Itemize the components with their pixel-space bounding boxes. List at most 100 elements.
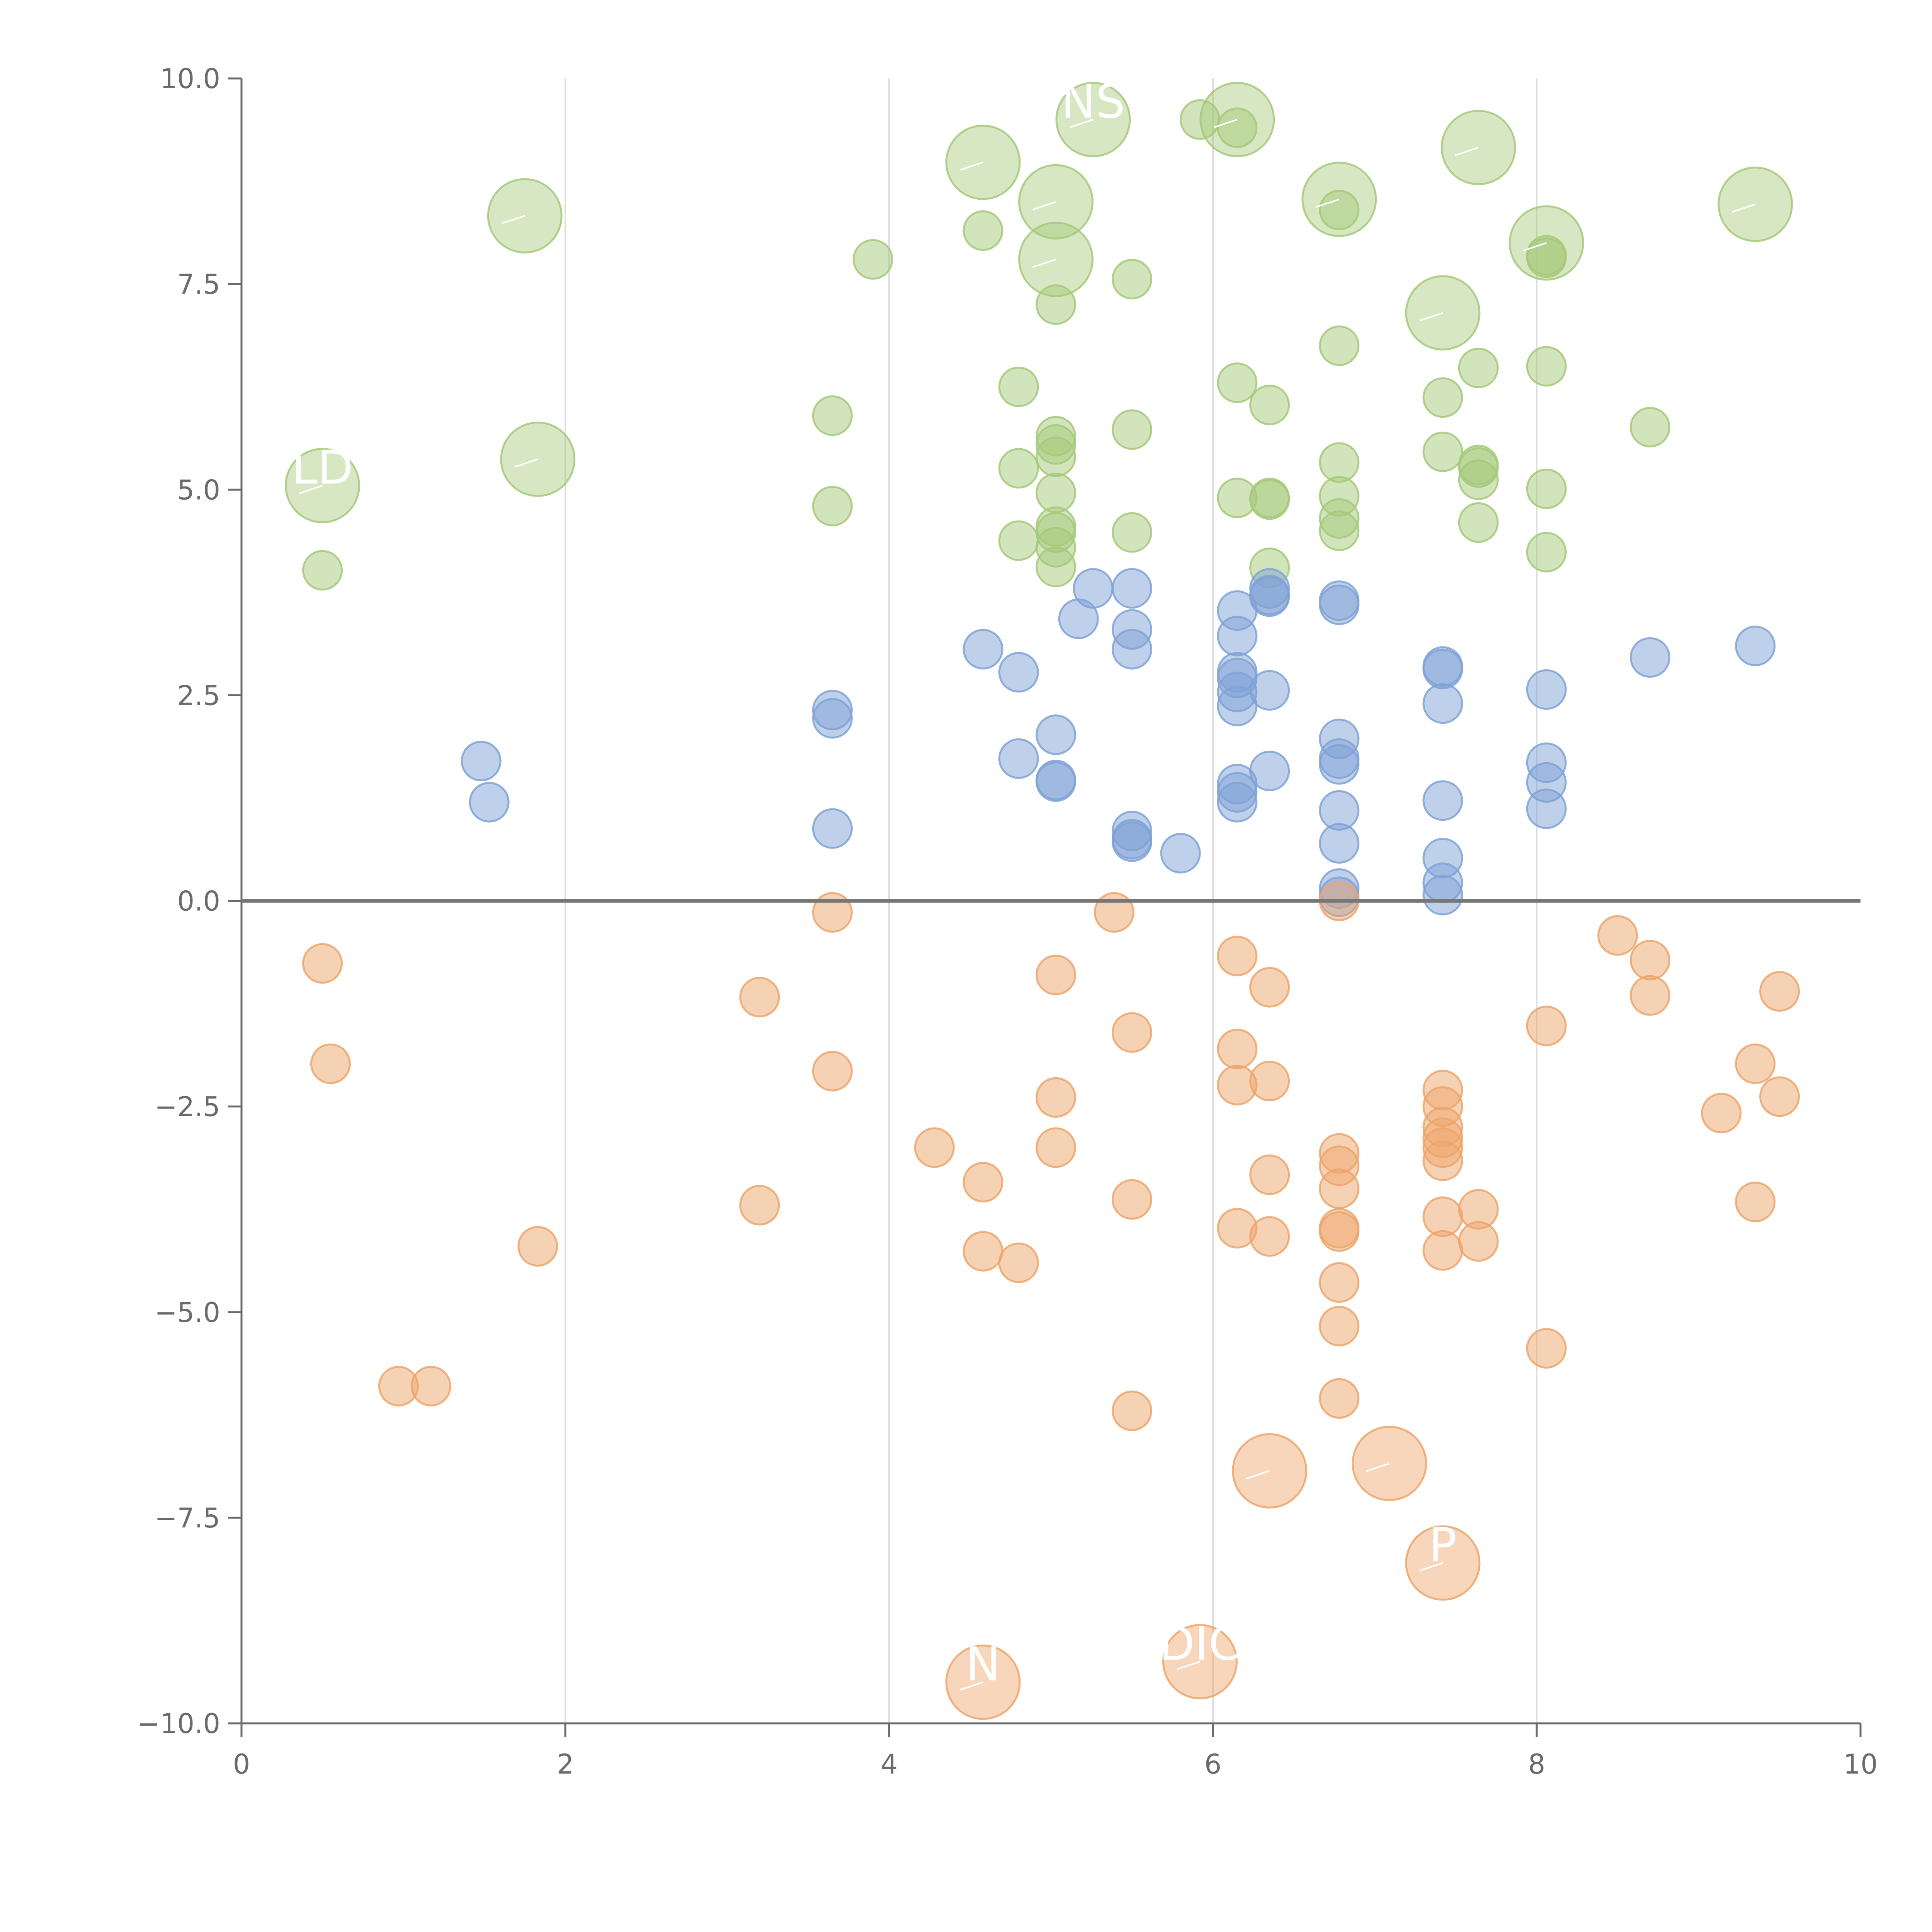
green-point xyxy=(1036,436,1077,477)
orange-point xyxy=(812,1051,853,1092)
blue-point xyxy=(1112,821,1152,862)
blue-point xyxy=(812,808,853,849)
orange-point xyxy=(1735,1043,1776,1084)
x-tick-label: 10 xyxy=(1843,1748,1878,1780)
bubble-leader-line xyxy=(1176,1661,1201,1670)
orange-point xyxy=(1249,967,1290,1008)
orange-point xyxy=(410,1366,451,1406)
labeled-bubble-layer: LD NS P N DIC xyxy=(285,75,1793,1720)
bubble-label: LD xyxy=(292,441,353,495)
bubble-leader-line xyxy=(1070,119,1094,128)
orange-point xyxy=(1319,1168,1360,1209)
orange-point xyxy=(1629,975,1670,1016)
blue-point xyxy=(812,698,853,739)
orange-point xyxy=(1112,1179,1152,1220)
blue-point xyxy=(1073,568,1114,609)
blue-point xyxy=(1319,823,1360,864)
orange-point xyxy=(1526,1328,1567,1369)
orange-point xyxy=(1094,892,1134,933)
x-tick-label: 0 xyxy=(233,1748,250,1780)
y-tick-label: 10.0 xyxy=(160,63,220,95)
orange-point xyxy=(739,1185,780,1226)
blue-point xyxy=(1217,685,1258,726)
blue-point xyxy=(1422,683,1463,724)
bubble-leader-line xyxy=(1246,1470,1270,1480)
green-point xyxy=(1458,459,1499,500)
orange-point xyxy=(1319,1306,1360,1347)
y-tick-label: 5.0 xyxy=(177,474,220,506)
green-point xyxy=(1422,377,1463,418)
orange-point xyxy=(1319,1262,1360,1303)
bubble-leader-line xyxy=(299,485,323,494)
orange-point xyxy=(1759,1076,1800,1117)
blue-point xyxy=(1249,576,1290,617)
x-tick-label: 4 xyxy=(881,1748,898,1780)
blue-point xyxy=(1526,788,1567,829)
blue-point xyxy=(461,741,502,782)
bubble-leader-line xyxy=(1732,203,1756,213)
blue-point xyxy=(1217,782,1258,823)
blue-point xyxy=(1422,875,1463,916)
orange-point xyxy=(1629,940,1670,981)
blue-point xyxy=(1036,714,1077,755)
blue-point xyxy=(1319,584,1360,625)
orange-point xyxy=(1249,1061,1290,1102)
blue-point xyxy=(1249,670,1290,711)
orange-point xyxy=(517,1226,558,1267)
green-point xyxy=(1112,512,1152,553)
blue-point xyxy=(1319,744,1360,785)
blue-point xyxy=(1422,648,1463,689)
orange-point xyxy=(963,1162,1003,1202)
green-point xyxy=(1036,546,1077,587)
blue-point xyxy=(1735,626,1776,667)
orange-point xyxy=(914,1127,955,1168)
orange-point xyxy=(812,892,853,933)
blue-point xyxy=(1526,669,1567,710)
green-point xyxy=(1422,431,1463,472)
bubble-leader-line xyxy=(514,458,538,468)
orange-point xyxy=(1036,954,1077,995)
bubble-leader-line xyxy=(1523,242,1547,252)
bubble-label: N xyxy=(966,1638,1000,1692)
y-tick-label: 2.5 xyxy=(177,680,220,711)
green-point xyxy=(1249,479,1290,520)
green-point xyxy=(1319,325,1360,366)
green-point xyxy=(998,366,1039,407)
y-tick-label: −7.5 xyxy=(155,1502,220,1534)
blue-point xyxy=(1422,780,1463,821)
green-point xyxy=(852,239,893,280)
orange-point xyxy=(1112,1012,1152,1053)
orange-point xyxy=(1597,915,1638,956)
green-point xyxy=(1458,347,1499,388)
bubble-leader-line xyxy=(1032,259,1056,268)
orange-point xyxy=(1735,1182,1776,1223)
blue-point xyxy=(1112,568,1152,609)
orange-point xyxy=(310,1043,351,1084)
green-point xyxy=(812,395,853,436)
bubble-leader-line xyxy=(1032,201,1056,211)
green-point xyxy=(963,210,1003,251)
bubble-leader-line xyxy=(1214,119,1238,128)
bubble-leader-line xyxy=(501,215,525,224)
bubble-leader-line xyxy=(1419,312,1443,321)
orange-point xyxy=(1422,1140,1463,1181)
bubble-leader-line xyxy=(959,1681,983,1691)
bubble-label: P xyxy=(1429,1519,1457,1572)
blue-point xyxy=(1036,761,1077,802)
x-tick-label: 8 xyxy=(1528,1748,1546,1780)
green-point xyxy=(1319,190,1360,231)
orange-point xyxy=(1701,1093,1742,1134)
points-layer xyxy=(302,99,1800,1431)
blue-point xyxy=(1629,637,1670,678)
blue-point xyxy=(963,629,1003,670)
orange-point xyxy=(1217,935,1258,976)
green-point xyxy=(1458,502,1499,543)
bubble-label: DIC xyxy=(1159,1617,1241,1671)
blue-point xyxy=(1249,750,1290,791)
orange-point xyxy=(1036,1077,1077,1118)
bubble-leader-line xyxy=(1419,1562,1443,1571)
green-point xyxy=(812,486,853,527)
orange-point xyxy=(1249,1216,1290,1257)
green-point xyxy=(1526,346,1567,387)
